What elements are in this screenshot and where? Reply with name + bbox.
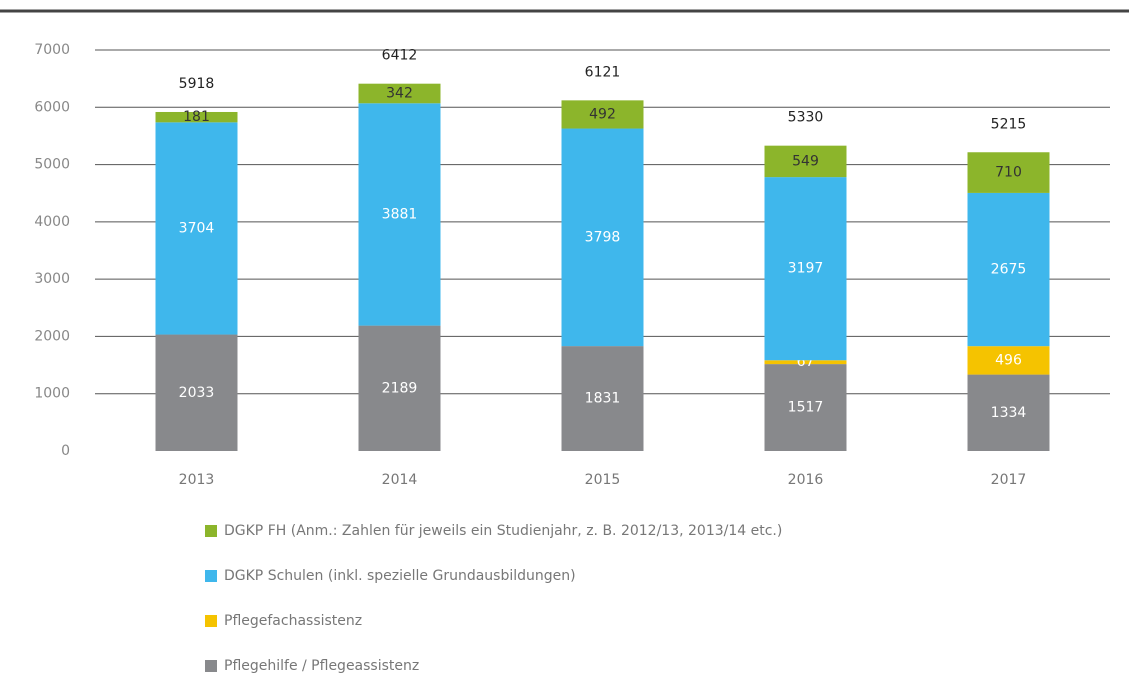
legend-label: DGKP Schulen (inkl. spezielle Grundausbi… [224,568,576,584]
bar-segment [561,100,644,129]
value-label: 3704 [179,220,215,236]
y-tick-label: 6000 [34,99,70,115]
value-label: 1831 [585,391,621,407]
value-label: 2675 [991,262,1027,278]
bar-segment [967,374,1050,451]
value-label: 710 [995,165,1022,181]
value-label: 549 [792,153,819,169]
legend-swatch [205,660,217,672]
y-tick-label: 3000 [34,271,70,287]
value-label: 1517 [788,400,824,416]
total-label: 5918 [179,76,215,92]
legend-label: Pflegefachassistenz [224,613,362,629]
value-label: 3881 [382,206,418,222]
bar-segment [155,334,238,451]
y-tick-label: 4000 [34,214,70,230]
total-label: 6412 [382,48,418,64]
y-tick-label: 0 [61,443,70,459]
x-tick-label: 2014 [382,472,418,488]
bar-segment [561,346,644,451]
legend-label: Pflegehilfe / Pflegeassistenz [224,658,419,674]
value-label: 496 [995,352,1022,368]
bar-segment [155,111,238,123]
y-tick-label: 7000 [34,42,70,58]
value-label: 181 [183,109,210,125]
value-label: 3798 [585,229,621,245]
bar-segment [358,83,441,104]
legend-label: DGKP FH (Anm.: Zahlen für jeweils ein St… [224,523,782,539]
value-label: 2033 [179,385,215,401]
legend-swatch [205,570,217,582]
legend-swatch [205,615,217,627]
value-label: 3197 [788,261,824,277]
x-tick-label: 2013 [179,472,215,488]
x-tick-label: 2016 [788,472,824,488]
value-label: 492 [589,106,616,122]
bar-segment [358,325,441,451]
value-label: 2189 [382,380,418,396]
y-tick-label: 1000 [34,386,70,402]
bar-segment [358,103,441,326]
y-tick-label: 5000 [34,157,70,173]
total-label: 5215 [991,116,1027,132]
bar-segment [967,346,1050,375]
bar-segment [764,364,847,451]
total-label: 6121 [585,64,621,80]
total-label: 5330 [788,110,824,126]
x-tick-label: 2017 [991,472,1027,488]
bar-segment [561,128,644,347]
value-label: 1334 [991,405,1027,421]
x-tick-label: 2015 [585,472,621,488]
bar-segment [764,177,847,361]
bar-segment [967,192,1050,347]
bar-segment [764,360,847,365]
bar-segment [967,152,1050,193]
value-label: 342 [386,85,413,101]
bar-segment [764,145,847,178]
y-tick-label: 2000 [34,328,70,344]
legend-swatch [205,525,217,537]
bar-segment [155,122,238,335]
